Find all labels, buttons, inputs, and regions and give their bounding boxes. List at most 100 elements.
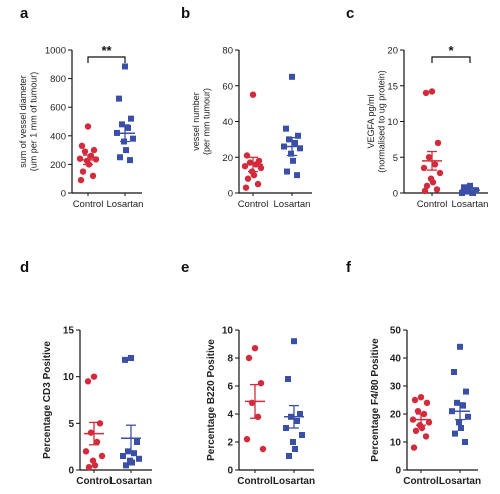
x-tick-label: Losartan [274, 199, 311, 210]
data-point-control [423, 399, 431, 406]
data-point-control [433, 186, 441, 193]
panel-letter: f [346, 259, 352, 276]
x-tick-label: Control [73, 199, 104, 210]
y-tick-label: 600 [50, 103, 66, 114]
data-point-control [248, 399, 256, 406]
data-point-losartan [292, 139, 298, 146]
data-point-losartan [122, 356, 128, 363]
data-point-control [81, 148, 89, 155]
data-point-control [254, 180, 262, 188]
y-tick-label: 10 [222, 326, 234, 337]
y-tick-label: 30 [390, 382, 402, 393]
y-axis-label: Percentage F4/80 Positive [370, 338, 381, 462]
y-axis-label: Percentage CD3 Positive [42, 341, 53, 459]
y-tick-label: 20 [387, 46, 398, 57]
data-point-losartan [134, 439, 140, 445]
y-tick-label: 400 [50, 131, 66, 142]
data-point-losartan [452, 430, 458, 437]
y-axis-label-line: VEGFA pg/ml [366, 94, 376, 148]
data-point-control [436, 169, 444, 177]
data-point-control [257, 380, 265, 387]
data-point-losartan [451, 369, 457, 375]
x-tick-label: Losartan [452, 199, 489, 210]
data-point-losartan [462, 439, 468, 445]
data-point-losartan [467, 182, 473, 189]
data-point-losartan [461, 184, 467, 191]
data-point-losartan [117, 154, 123, 161]
y-axis-label: VEGFA pg/ml(normalised to ug protein) [366, 70, 386, 173]
panel-e: e 0 2 4 6 8 10 Control Losartan Percentage B220 P… [181, 259, 315, 487]
y-tick-label: 20 [222, 153, 233, 164]
data-point-control [93, 438, 101, 446]
data-point-control [90, 373, 98, 380]
data-point-losartan [116, 95, 122, 102]
data-point-control [422, 89, 430, 97]
data-point-control [87, 152, 95, 160]
panel-c: c 0 5 10 15 20 Control Losartan VEGFA pg/ml(norm… [346, 5, 488, 210]
y-axis-label-line: (um per 1 mm of tumour) [28, 72, 38, 172]
x-tick-label: Losartan [110, 476, 152, 487]
data-point-losartan [286, 136, 292, 143]
data-point-control [412, 427, 420, 434]
y-tick-label: 10 [390, 438, 402, 449]
y-tick-label: 8 [227, 354, 233, 365]
y-tick-label: 60 [222, 81, 233, 92]
data-point-losartan [457, 343, 463, 350]
panel-f: f 0 10 20 30 40 50 Control Losartan Percentage F4… [346, 259, 481, 487]
data-point-control [77, 176, 85, 184]
significance-bracket [431, 56, 471, 63]
data-point-losartan [291, 338, 297, 345]
data-point-losartan [129, 459, 135, 466]
data-point-losartan [120, 453, 126, 459]
data-point-losartan [285, 376, 291, 382]
significance-bracket [87, 56, 126, 63]
data-point-losartan [460, 402, 466, 409]
data-point-losartan [456, 419, 462, 426]
data-point-control [244, 175, 252, 182]
data-point-control [76, 155, 84, 162]
data-point-control [431, 161, 439, 168]
y-tick-label: 800 [50, 74, 66, 85]
x-tick-label: Control [238, 199, 269, 210]
data-point-control [414, 408, 422, 415]
data-point-control [410, 444, 418, 451]
data-point-control [425, 154, 433, 161]
y-tick-label: 40 [390, 354, 402, 365]
data-point-losartan [459, 190, 465, 196]
y-tick-label: 15 [387, 81, 398, 92]
y-tick-label: 20 [390, 410, 402, 421]
y-axis-label: sum of vessel diameter(um per 1 mm of tu… [18, 72, 38, 172]
data-point-losartan [128, 355, 134, 361]
data-point-control [89, 172, 97, 180]
y-tick-label: 5 [393, 153, 398, 164]
data-point-losartan [128, 115, 134, 122]
data-point-losartan [284, 168, 290, 175]
y-tick-label: 10 [63, 372, 75, 383]
data-point-losartan [283, 425, 289, 431]
panel-letter: e [181, 259, 189, 276]
data-point-losartan [458, 425, 464, 431]
y-axis-label-line: Percentage CD3 Positive [42, 341, 53, 459]
data-point-control [245, 354, 253, 362]
x-tick-label: Control [403, 476, 439, 487]
y-tick-label: 50 [390, 326, 402, 337]
data-point-losartan [125, 124, 131, 131]
data-point-losartan [122, 63, 128, 70]
data-point-losartan [288, 150, 294, 157]
data-point-control [421, 187, 429, 195]
data-point-control [423, 182, 431, 190]
y-tick-label: 2 [227, 438, 233, 449]
data-point-losartan [289, 73, 295, 80]
significance-label: * [448, 43, 454, 58]
data-point-losartan [295, 132, 301, 139]
data-point-losartan [463, 388, 469, 395]
data-point-losartan [130, 135, 136, 142]
data-point-control [98, 452, 106, 460]
y-axis-label-line: Percentage F4/80 Positive [370, 338, 381, 462]
data-point-losartan [290, 439, 296, 445]
data-point-control [90, 146, 98, 154]
data-point-losartan [294, 418, 300, 424]
data-point-control [259, 445, 267, 453]
y-tick-label: 1000 [45, 46, 66, 57]
y-tick-label: 80 [222, 46, 233, 57]
